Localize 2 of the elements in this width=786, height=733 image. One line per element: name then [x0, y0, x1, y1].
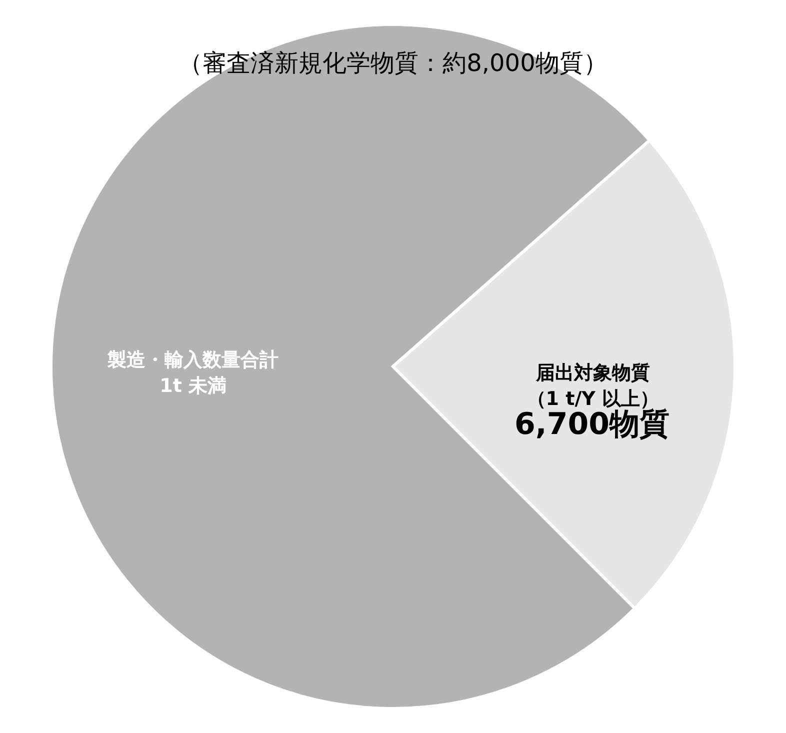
- slice-label: 製造・輸入数量合計1t 未満: [106, 349, 279, 398]
- text: （審査済新規化学物質：約8,000物質）: [178, 49, 608, 77]
